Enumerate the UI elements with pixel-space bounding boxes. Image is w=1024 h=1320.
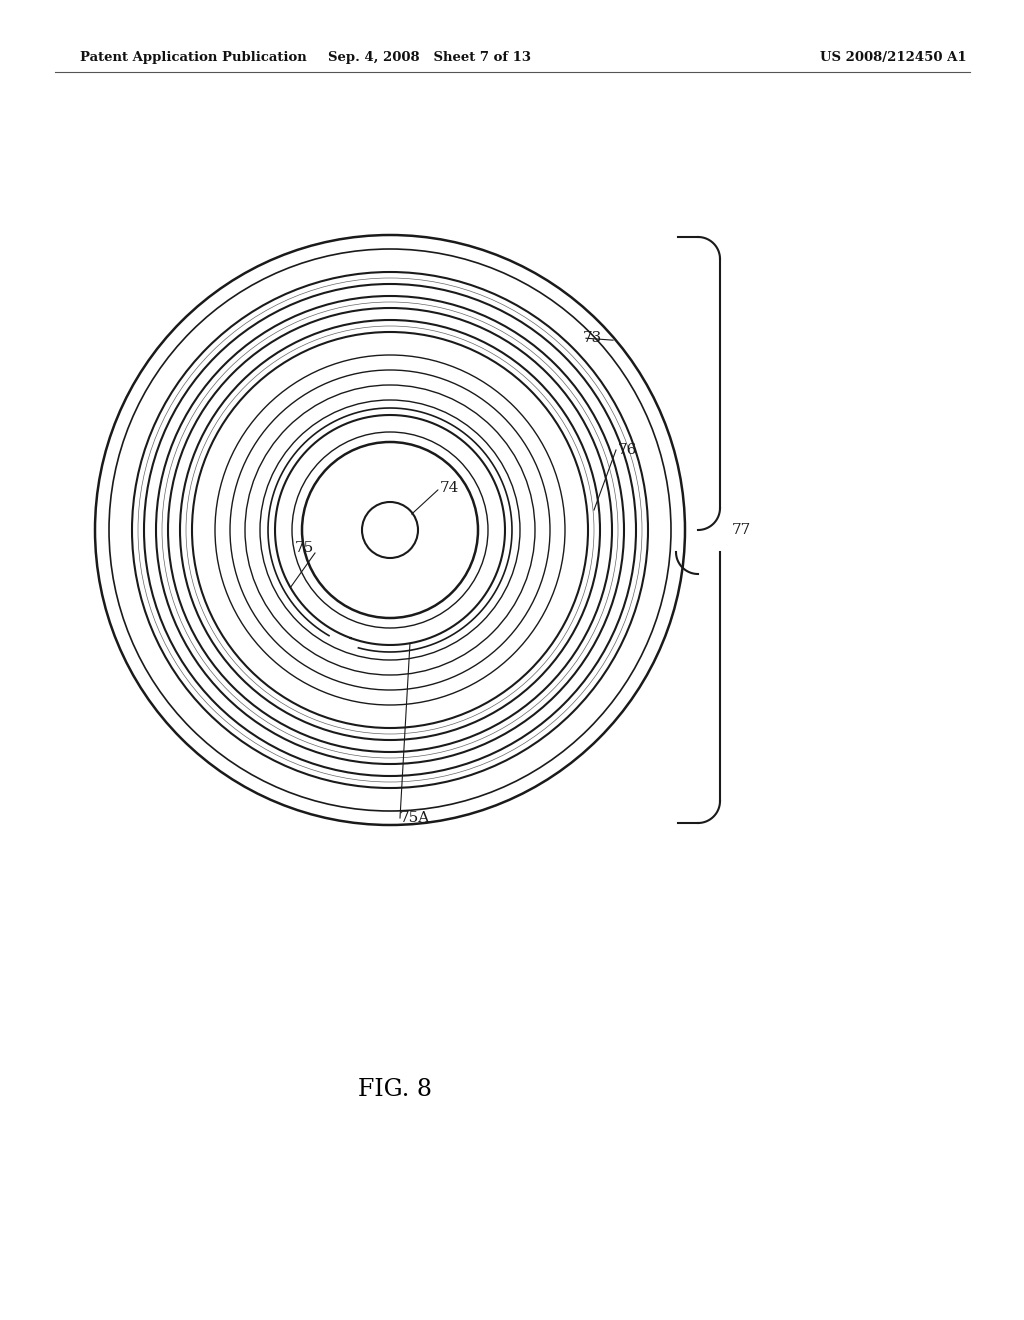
Text: FIG. 8: FIG. 8 [358, 1078, 432, 1101]
Text: Patent Application Publication: Patent Application Publication [80, 51, 307, 65]
Text: Sep. 4, 2008   Sheet 7 of 13: Sep. 4, 2008 Sheet 7 of 13 [329, 51, 531, 65]
Text: US 2008/212450 A1: US 2008/212450 A1 [820, 51, 967, 65]
Text: 73: 73 [583, 331, 602, 345]
Text: 74: 74 [440, 480, 460, 495]
Text: 77: 77 [732, 523, 752, 537]
Text: 75: 75 [295, 541, 314, 554]
Text: 75A: 75A [400, 810, 430, 825]
Text: 76: 76 [618, 444, 637, 457]
